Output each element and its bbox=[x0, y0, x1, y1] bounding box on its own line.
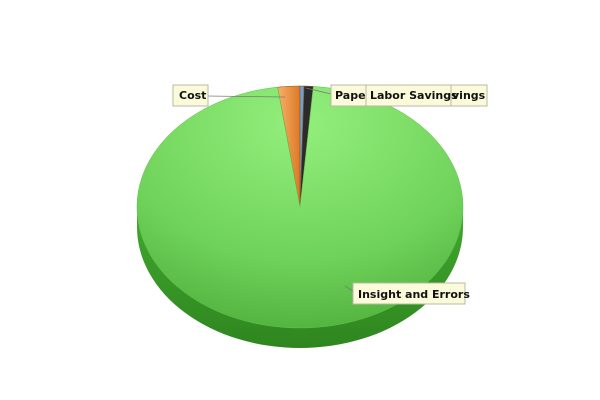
leader-line-cost bbox=[206, 95, 286, 98]
slice-label-cost-text: Cost bbox=[179, 89, 206, 102]
slice-label-labor-savings-text: Labor Savings bbox=[370, 89, 458, 102]
overlap-label-text: vings bbox=[452, 89, 486, 102]
slice-label-paper-text: Paper bbox=[335, 89, 372, 102]
slice-label-insight-and-errors: Insight and Errors bbox=[352, 282, 470, 305]
slice-label-labor-savings: Labor Savings bbox=[365, 84, 458, 107]
leader-line-paper bbox=[305, 87, 332, 95]
slice-label-cost: Cost bbox=[172, 84, 209, 107]
pie-side-shadow bbox=[137, 207, 463, 348]
pie-side-wall bbox=[137, 207, 463, 348]
pie-slices bbox=[136, 85, 464, 329]
pie-labels: Cost vings Paper Labor Savings Insight a… bbox=[172, 84, 488, 305]
pie-slice-insight-and-errors bbox=[136, 86, 464, 329]
slice-label-insight-text: Insight and Errors bbox=[358, 288, 470, 301]
